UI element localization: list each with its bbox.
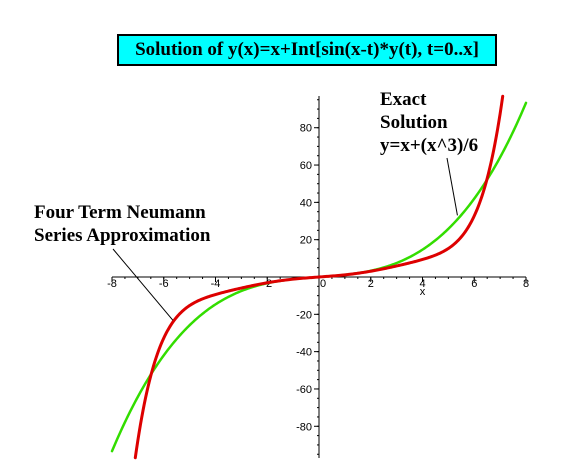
- x-tick-label: -8: [107, 278, 117, 290]
- y-tick-label: -20: [296, 309, 312, 321]
- neumann-approximation-line: [133, 94, 505, 460]
- series-layer: [110, 94, 528, 460]
- x-axis-label: x: [420, 286, 426, 298]
- x-tick-label: 4: [419, 278, 425, 290]
- exact-annotation-line-3: y=x+(x^3)/6: [380, 135, 479, 156]
- neumann-annotation: Four Term Neumann Series Approximation: [34, 201, 210, 247]
- annotation-leaders: [112, 157, 458, 321]
- y-tick-label: 80: [300, 123, 312, 135]
- x-tick-label: 8: [523, 278, 529, 290]
- neumann-leader-line: [112, 248, 174, 321]
- y-tick-label: 40: [300, 197, 312, 209]
- neumann-annotation-line-2: Series Approximation: [34, 225, 211, 246]
- x-tick-label: -6: [159, 278, 169, 290]
- x-tick-label: 2: [368, 278, 374, 290]
- exact-annotation-line-2: Solution: [380, 112, 448, 133]
- y-tick-label: -80: [296, 421, 312, 433]
- chart-title: Solution of y(x)=x+Int[sin(x-t)*y(t), t=…: [117, 34, 497, 66]
- x-tick-label: 0: [320, 278, 326, 290]
- exact-annotation-line-1: Exact: [380, 89, 427, 110]
- exact-leader-line: [446, 157, 458, 216]
- y-tick-label: -60: [296, 384, 312, 396]
- y-tick-label: 60: [300, 160, 312, 172]
- neumann-annotation-line-1: Four Term Neumann: [34, 202, 206, 223]
- y-tick-label: -40: [296, 347, 312, 359]
- x-tick-label: -4: [211, 278, 221, 290]
- exact-annotation: Exact Solution y=x+(x^3)/6: [380, 88, 478, 157]
- y-tick-label: 20: [300, 235, 312, 247]
- x-tick-label: 6: [471, 278, 477, 290]
